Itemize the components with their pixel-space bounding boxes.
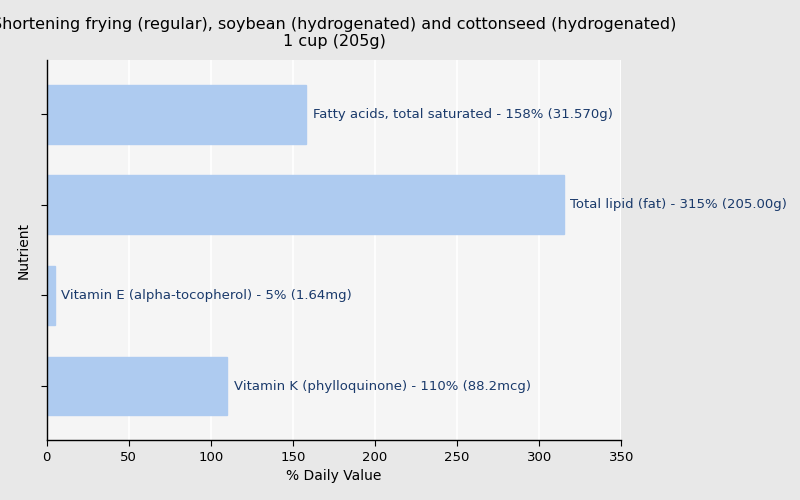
Title: Shortening frying (regular), soybean (hydrogenated) and cottonseed (hydrogenated: Shortening frying (regular), soybean (hy… [0,16,676,49]
Bar [46,85,306,144]
X-axis label: % Daily Value: % Daily Value [286,470,382,484]
Bar [46,266,55,325]
Bar [46,176,564,234]
Text: Vitamin K (phylloquinone) - 110% (88.2mcg): Vitamin K (phylloquinone) - 110% (88.2mc… [234,380,531,392]
Text: Total lipid (fat) - 315% (205.00g): Total lipid (fat) - 315% (205.00g) [570,198,787,211]
Y-axis label: Nutrient: Nutrient [17,222,30,278]
Text: Fatty acids, total saturated - 158% (31.570g): Fatty acids, total saturated - 158% (31.… [313,108,613,121]
Bar [46,356,227,416]
Text: Vitamin E (alpha-tocopherol) - 5% (1.64mg): Vitamin E (alpha-tocopherol) - 5% (1.64m… [62,289,352,302]
